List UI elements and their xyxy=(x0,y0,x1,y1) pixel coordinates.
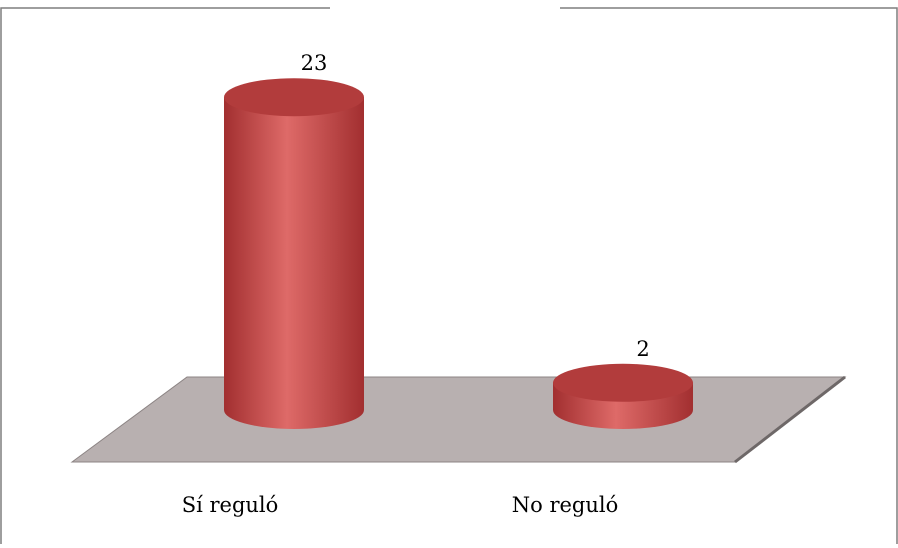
bar-2 xyxy=(553,363,693,429)
bar-1 xyxy=(224,78,364,429)
category-label-2: No reguló xyxy=(512,493,619,517)
bar-body-1 xyxy=(224,97,364,429)
bar-top-2 xyxy=(553,363,693,402)
chart-frame-border xyxy=(0,7,898,544)
bar-top-1 xyxy=(224,78,364,117)
data-label-2: 2 xyxy=(636,337,649,361)
chart-floor-edge xyxy=(734,375,846,464)
category-label-1: Sí reguló xyxy=(182,493,279,517)
chart-floor xyxy=(70,376,847,463)
data-label-1: 23 xyxy=(301,51,328,75)
